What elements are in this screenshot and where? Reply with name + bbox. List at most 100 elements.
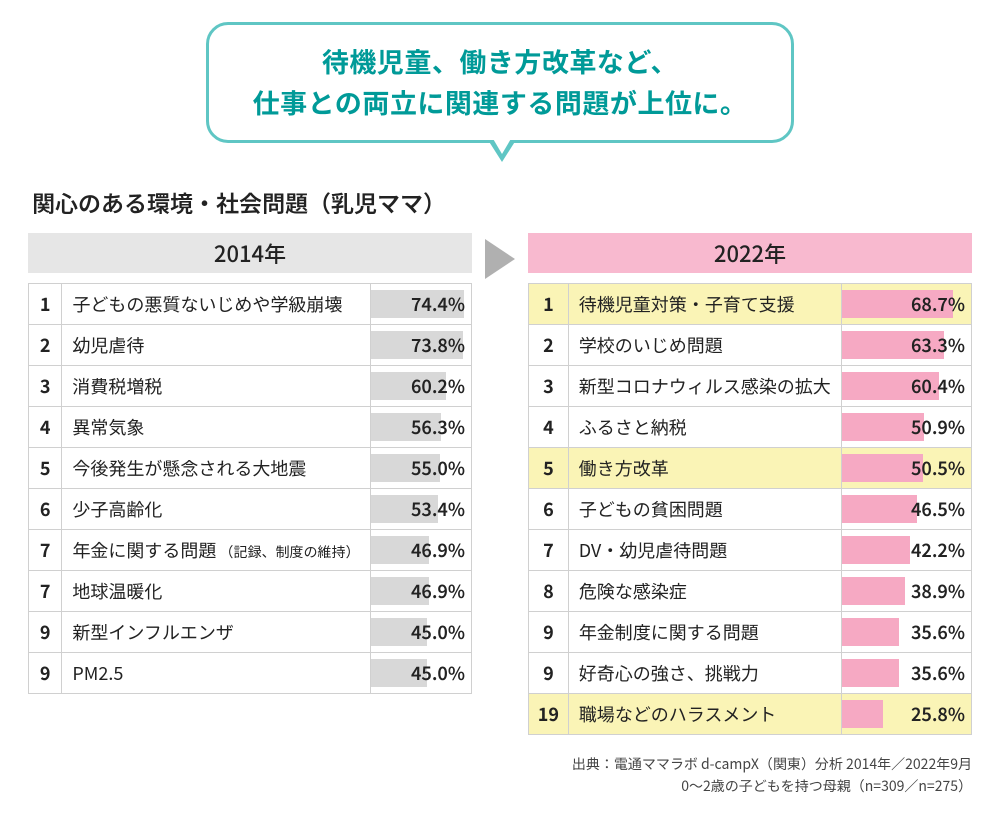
arrow-right-icon bbox=[485, 239, 515, 279]
rank-number: 1 bbox=[529, 284, 569, 325]
rank-percent: 68.7% bbox=[911, 284, 965, 324]
rank-bar-cell: 73.8% bbox=[370, 325, 471, 366]
rank-percent: 60.4% bbox=[911, 366, 965, 406]
rank-number: 7 bbox=[29, 571, 62, 612]
rank-label: 子どもの貧困問題 bbox=[568, 489, 841, 530]
section-title: 関心のある環境・社会問題（乳児ママ） bbox=[32, 185, 972, 219]
rank-bar bbox=[842, 495, 917, 523]
rank-percent: 55.0% bbox=[411, 448, 465, 488]
table-row: 4異常気象 56.3% bbox=[29, 407, 472, 448]
rank-bar-cell: 60.2% bbox=[370, 366, 471, 407]
rank-percent: 45.0% bbox=[411, 612, 465, 652]
rank-bar bbox=[842, 618, 900, 646]
rank-label: 年金制度に関する問題 bbox=[568, 612, 841, 653]
rank-number: 2 bbox=[29, 325, 62, 366]
table-row: 4ふるさと納税50.9% bbox=[529, 407, 972, 448]
rank-percent: 25.8% bbox=[911, 694, 965, 734]
rank-bar-cell: 53.4% bbox=[370, 489, 471, 530]
comparison-columns: 2014年 1子どもの悪質ないじめや学級崩壊74.4%2幼児虐待73.8%3消費… bbox=[28, 233, 972, 735]
rank-bar-cell: 46.5% bbox=[841, 489, 971, 530]
callout-bubble-box: 待機児童、働き方改革など、 仕事との両立に関連する問題が上位に。 bbox=[206, 22, 795, 143]
rank-percent: 53.4% bbox=[411, 489, 465, 529]
rank-bar-cell: 55.0% bbox=[370, 448, 471, 489]
table-row: 3新型コロナウィルス感染の拡大 60.4% bbox=[529, 366, 972, 407]
rank-percent: 46.9% bbox=[411, 571, 465, 611]
rank-number: 19 bbox=[529, 694, 569, 735]
rank-number: 9 bbox=[529, 612, 569, 653]
callout-bubble-tail bbox=[488, 140, 516, 162]
rank-label: 今後発生が懸念される大地震 bbox=[62, 448, 370, 489]
rank-bar-cell: 50.9% bbox=[841, 407, 971, 448]
rank-number: 6 bbox=[29, 489, 62, 530]
rank-number: 4 bbox=[529, 407, 569, 448]
rank-percent: 35.6% bbox=[911, 653, 965, 693]
rank-label: 職場などのハラスメント bbox=[568, 694, 841, 735]
rank-label: 子どもの悪質ないじめや学級崩壊 bbox=[62, 284, 370, 325]
rank-bar-cell: 74.4% bbox=[370, 284, 471, 325]
rank-number: 2 bbox=[529, 325, 569, 366]
table-row: 6子どもの貧困問題46.5% bbox=[529, 489, 972, 530]
rank-percent: 50.9% bbox=[911, 407, 965, 447]
rank-percent: 60.2% bbox=[411, 366, 465, 406]
rank-bar-cell: 42.2% bbox=[841, 530, 971, 571]
rank-label: 消費税増税 bbox=[62, 366, 370, 407]
table-row: 9PM2.5 45.0% bbox=[29, 653, 472, 694]
rank-number: 9 bbox=[529, 653, 569, 694]
column-2014: 2014年 1子どもの悪質ないじめや学級崩壊 74.4% 2幼児虐待 73.8% 3消費… bbox=[28, 233, 472, 694]
rank-label: 新型インフルエンザ bbox=[62, 612, 370, 653]
rank-percent: 42.2% bbox=[911, 530, 965, 570]
rank-number: 3 bbox=[29, 366, 62, 407]
rank-number: 5 bbox=[529, 448, 569, 489]
rank-number: 3 bbox=[529, 366, 569, 407]
rank-bar-cell: 56.3% bbox=[370, 407, 471, 448]
rank-bar-cell: 46.9% bbox=[370, 530, 471, 571]
rank-label: 地球温暖化 bbox=[62, 571, 370, 612]
rank-number: 9 bbox=[29, 653, 62, 694]
rank-label: PM2.5 bbox=[62, 653, 370, 694]
rank-label: 学校のいじめ問題 bbox=[568, 325, 841, 366]
table-row: 7DV・幼児虐待問題42.2% bbox=[529, 530, 972, 571]
table-row: 2幼児虐待 73.8% bbox=[29, 325, 472, 366]
column-gap bbox=[472, 233, 528, 279]
table-row: 1待機児童対策・子育て支援68.7% bbox=[529, 284, 972, 325]
rank-bar-cell: 45.0% bbox=[370, 653, 471, 694]
rank-bar-cell: 60.4% bbox=[841, 366, 971, 407]
callout-line-1: 待機児童、働き方改革など、 bbox=[253, 41, 748, 82]
source-note: 出典：電通ママラボ d-campX（関東）分析 2014年／2022年9月 0〜… bbox=[28, 753, 972, 798]
rank-percent: 45.0% bbox=[411, 653, 465, 693]
rank-number: 6 bbox=[529, 489, 569, 530]
callout-line-2: 仕事との両立に関連する問題が上位に。 bbox=[253, 82, 748, 123]
rank-label: 幼児虐待 bbox=[62, 325, 370, 366]
rank-percent: 46.9% bbox=[411, 530, 465, 570]
year-header-2014: 2014年 bbox=[28, 233, 472, 273]
rank-percent: 63.3% bbox=[911, 325, 965, 365]
rank-label: DV・幼児虐待問題 bbox=[568, 530, 841, 571]
rank-percent: 50.5% bbox=[911, 448, 965, 488]
rank-percent: 73.8% bbox=[411, 325, 465, 365]
rank-bar-cell: 50.5% bbox=[841, 448, 971, 489]
rank-percent: 35.6% bbox=[911, 612, 965, 652]
rank-bar-cell: 63.3% bbox=[841, 325, 971, 366]
source-line-2: 0〜2歳の子どもを持つ母親（n=309／n=275） bbox=[28, 775, 972, 797]
column-2022: 2022年 1待機児童対策・子育て支援68.7%2学校のいじめ問題63.3%3新… bbox=[528, 233, 972, 735]
rank-label: 働き方改革 bbox=[568, 448, 841, 489]
rank-number: 1 bbox=[29, 284, 62, 325]
table-row: 7地球温暖化 46.9% bbox=[29, 571, 472, 612]
rank-bar bbox=[842, 659, 900, 687]
rank-number: 4 bbox=[29, 407, 62, 448]
table-row: 5働き方改革 50.5% bbox=[529, 448, 972, 489]
rank-percent: 56.3% bbox=[411, 407, 465, 447]
rank-number: 9 bbox=[29, 612, 62, 653]
ranking-table-2022: 1待機児童対策・子育て支援68.7%2学校のいじめ問題63.3%3新型コロナウィ… bbox=[528, 283, 972, 735]
rank-bar-cell: 25.8% bbox=[841, 694, 971, 735]
rank-bar-cell: 45.0% bbox=[370, 612, 471, 653]
rank-number: 5 bbox=[29, 448, 62, 489]
rank-number: 7 bbox=[29, 530, 62, 571]
rank-label: 異常気象 bbox=[62, 407, 370, 448]
rank-percent: 74.4% bbox=[411, 284, 465, 324]
ranking-table-2014: 1子どもの悪質ないじめや学級崩壊 74.4% 2幼児虐待 73.8% 3消費税増税 60.… bbox=[28, 283, 472, 694]
rank-label: 新型コロナウィルス感染の拡大 bbox=[568, 366, 841, 407]
rank-bar bbox=[842, 536, 910, 564]
rank-label: 年金に関する問題 （記録、制度の維持） bbox=[62, 530, 370, 571]
table-row: 9年金制度に関する問題 35.6% bbox=[529, 612, 972, 653]
